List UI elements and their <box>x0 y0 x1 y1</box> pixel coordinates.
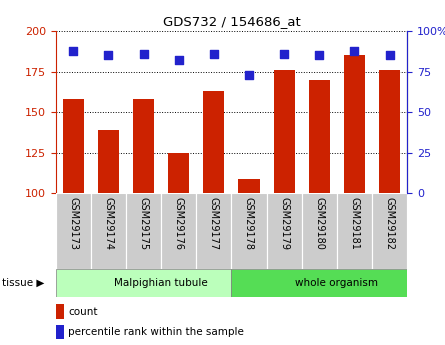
Text: whole organism: whole organism <box>295 278 378 288</box>
Bar <box>302 193 337 269</box>
Text: GSM29173: GSM29173 <box>68 197 78 250</box>
Bar <box>239 179 259 193</box>
Bar <box>98 130 119 193</box>
Point <box>69 48 77 53</box>
Point <box>281 51 288 57</box>
Text: GSM29174: GSM29174 <box>103 197 113 250</box>
Point <box>175 58 182 63</box>
Bar <box>372 193 407 269</box>
Text: count: count <box>68 307 97 317</box>
Bar <box>379 70 400 193</box>
Bar <box>196 193 231 269</box>
Bar <box>337 193 372 269</box>
Bar <box>344 55 365 193</box>
Bar <box>56 193 91 269</box>
Text: GSM29179: GSM29179 <box>279 197 289 250</box>
Text: GSM29176: GSM29176 <box>174 197 184 250</box>
Bar <box>56 269 231 297</box>
Point <box>140 51 147 57</box>
Point <box>386 52 393 58</box>
Bar <box>274 70 295 193</box>
Text: GSM29177: GSM29177 <box>209 197 219 250</box>
Bar <box>168 152 189 193</box>
Bar <box>267 193 302 269</box>
Bar <box>231 193 267 269</box>
Text: Malpighian tubule: Malpighian tubule <box>114 278 208 288</box>
Text: percentile rank within the sample: percentile rank within the sample <box>68 327 244 337</box>
Bar <box>309 80 330 193</box>
Bar <box>126 193 161 269</box>
Text: GSM29181: GSM29181 <box>349 197 360 250</box>
Bar <box>231 269 407 297</box>
Text: GSM29175: GSM29175 <box>138 197 149 250</box>
Text: GSM29182: GSM29182 <box>384 197 395 250</box>
Point <box>210 51 218 57</box>
Bar <box>203 91 224 193</box>
Point <box>351 48 358 53</box>
Point <box>105 52 112 58</box>
Text: tissue ▶: tissue ▶ <box>2 278 44 288</box>
Title: GDS732 / 154686_at: GDS732 / 154686_at <box>162 16 300 29</box>
Bar <box>63 99 84 193</box>
Point <box>316 52 323 58</box>
Bar <box>133 99 154 193</box>
Text: GSM29180: GSM29180 <box>314 197 324 250</box>
Text: GSM29178: GSM29178 <box>244 197 254 250</box>
Point <box>246 72 253 78</box>
Bar <box>91 193 126 269</box>
Bar <box>56 325 65 339</box>
Bar <box>161 193 196 269</box>
Bar <box>56 304 65 319</box>
